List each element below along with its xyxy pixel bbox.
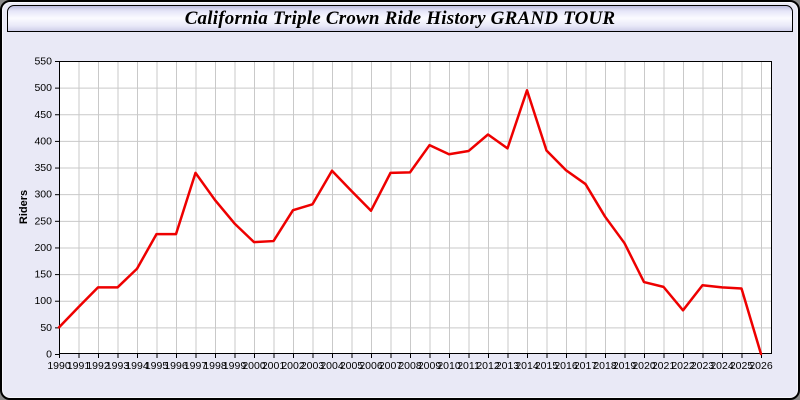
svg-text:2013: 2013 xyxy=(496,360,520,372)
svg-text:1993: 1993 xyxy=(106,360,130,372)
page-title: California Triple Crown Ride History GRA… xyxy=(184,7,616,29)
chart-area: 0 50 100 150 200 250 300 350 400 450 500 550 1990 199… xyxy=(2,33,798,398)
svg-text:1994: 1994 xyxy=(125,360,149,372)
svg-text:2006: 2006 xyxy=(359,360,383,372)
ride-history-line-chart: 0501001502002503003504004505005501990199… xyxy=(34,56,773,373)
title-bar: California Triple Crown Ride History GRA… xyxy=(7,5,793,32)
svg-text:2002: 2002 xyxy=(281,360,305,372)
svg-text:2007: 2007 xyxy=(379,360,403,372)
svg-text:2019: 2019 xyxy=(613,360,637,372)
svg-text:2011: 2011 xyxy=(457,360,480,372)
svg-text:2003: 2003 xyxy=(301,360,325,372)
svg-text:350: 350 xyxy=(34,162,52,174)
svg-text:2014: 2014 xyxy=(515,360,539,372)
svg-text:2024: 2024 xyxy=(710,360,734,372)
svg-text:2016: 2016 xyxy=(554,360,578,372)
y-axis-title-text: Riders xyxy=(18,189,30,225)
svg-text:1997: 1997 xyxy=(184,360,208,372)
svg-text:400: 400 xyxy=(34,135,52,147)
gridlines xyxy=(59,61,772,354)
svg-text:500: 500 xyxy=(34,82,52,94)
svg-text:2017: 2017 xyxy=(574,360,598,372)
series-line-riders xyxy=(57,89,763,356)
svg-text:1992: 1992 xyxy=(86,360,110,372)
svg-text:1995: 1995 xyxy=(145,360,169,372)
svg-text:2020: 2020 xyxy=(632,360,656,372)
svg-text:2025: 2025 xyxy=(730,360,754,372)
svg-text:2005: 2005 xyxy=(340,360,364,372)
svg-text:100: 100 xyxy=(34,295,52,307)
svg-text:2021: 2021 xyxy=(652,360,676,372)
svg-text:2026: 2026 xyxy=(749,360,773,372)
svg-text:2001: 2001 xyxy=(262,360,286,372)
svg-text:1996: 1996 xyxy=(164,360,188,372)
svg-text:50: 50 xyxy=(40,322,52,334)
y-axis-labels: 0 50 100 150 200 250 300 350 400 450 500 550 xyxy=(34,56,52,361)
svg-text:1990: 1990 xyxy=(47,360,71,372)
svg-text:300: 300 xyxy=(34,189,52,201)
svg-text:2000: 2000 xyxy=(242,360,266,372)
svg-text:150: 150 xyxy=(34,269,52,281)
svg-text:2010: 2010 xyxy=(437,360,461,372)
plot-border xyxy=(59,61,772,354)
svg-text:2023: 2023 xyxy=(691,360,715,372)
svg-text:250: 250 xyxy=(34,215,52,227)
svg-text:1999: 1999 xyxy=(223,360,247,372)
svg-text:2022: 2022 xyxy=(671,360,695,372)
svg-text:450: 450 xyxy=(34,109,52,121)
svg-text:2012: 2012 xyxy=(476,360,500,372)
svg-text:2015: 2015 xyxy=(535,360,559,372)
svg-text:2004: 2004 xyxy=(320,360,344,372)
svg-text:2009: 2009 xyxy=(418,360,442,372)
svg-text:550: 550 xyxy=(34,56,52,68)
svg-text:0: 0 xyxy=(46,349,52,361)
svg-text:2018: 2018 xyxy=(593,360,617,372)
x-axis-labels: 1990199119921993199419951996199719981999… xyxy=(47,360,773,372)
svg-text:2008: 2008 xyxy=(398,360,422,372)
svg-text:200: 200 xyxy=(34,242,52,254)
svg-text:1991: 1991 xyxy=(67,360,91,372)
plot-background xyxy=(59,61,772,354)
svg-text:1998: 1998 xyxy=(203,360,227,372)
